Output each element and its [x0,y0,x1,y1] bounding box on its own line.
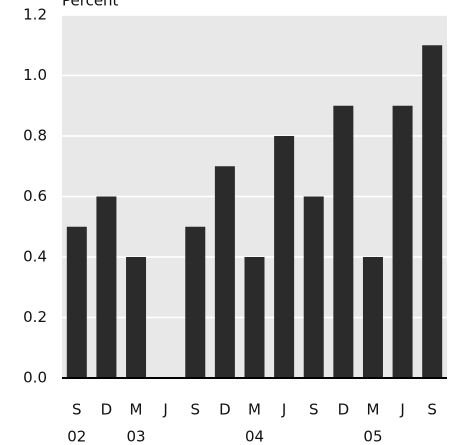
bar [244,257,265,378]
bar [185,226,206,378]
bar [214,166,235,378]
bar [274,136,295,378]
y-tick-label: 0.0 [23,369,47,387]
x-year-label: 02 [67,428,86,445]
x-tick-label: S [427,401,437,419]
x-tick-label: M [130,401,143,419]
y-tick-label: 1.2 [23,6,47,24]
y-tick-label: 0.8 [23,127,47,145]
y-tick-label: 0.2 [23,308,47,326]
y-tick-label: 0.6 [23,187,47,205]
x-tick-label: J [399,401,404,419]
x-tick-label: J [162,401,167,419]
x-tick-label: J [281,401,286,419]
x-year-label: 03 [126,428,145,445]
x-tick-label: M [366,401,379,419]
bar [126,257,147,378]
x-tick-label: S [191,401,201,419]
y-tick-label: 0.4 [23,248,47,266]
x-tick-label: D [101,401,113,419]
x-year-label: 04 [245,428,264,445]
bar [422,45,443,378]
x-tick-label: S [72,401,82,419]
bar [362,257,383,378]
y-tick-label: 1.0 [23,66,47,84]
bar [303,196,324,378]
x-tick-label: D [338,401,350,419]
x-tick-label: S [309,401,319,419]
bar [392,105,413,378]
x-year-label: 05 [363,428,382,445]
chart-title: Percent [62,0,119,10]
bar [96,196,117,378]
bar [333,105,354,378]
bar [66,226,87,378]
x-tick-label: M [248,401,261,419]
x-tick-label: D [219,401,231,419]
